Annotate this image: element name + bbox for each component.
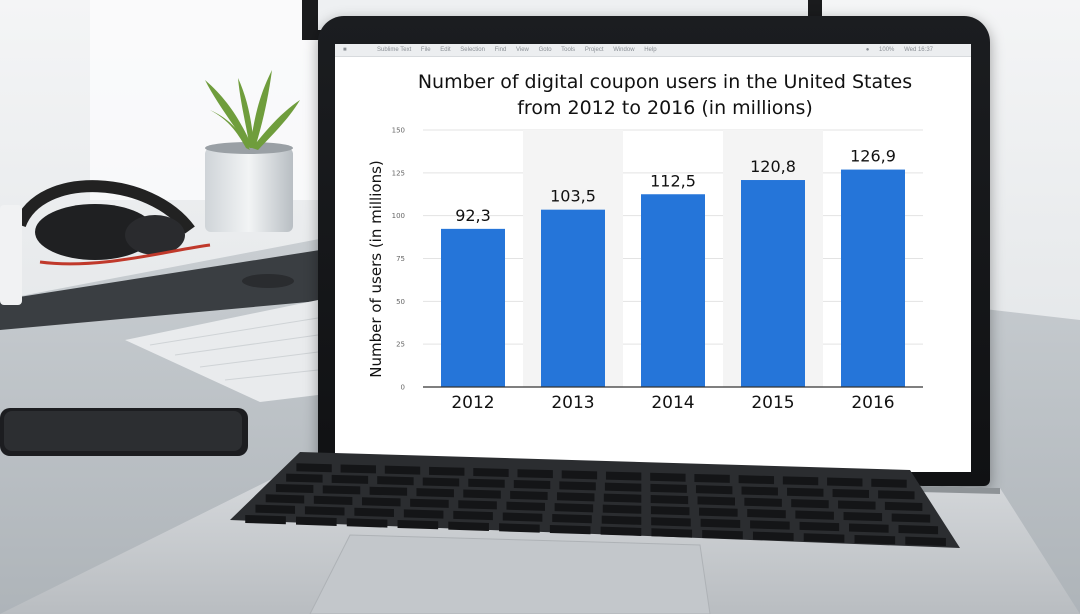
label-layer: 92,3 2012 103,5 2013 112,5 2014 120,8 2015 126,9… [451,147,896,413]
data-label-2014: 112,5 [650,171,696,190]
bar-2016[interactable] [841,169,905,387]
bar-layer [441,169,905,387]
menu-bar-items: Sublime Text File Edit Selection Find Vi… [377,44,665,56]
bar-2012[interactable] [441,228,505,387]
apple-icon[interactable]: ■ [343,47,347,53]
data-label-2016: 126,9 [850,147,896,166]
menu-item[interactable]: Goto [538,47,552,53]
chart-title-line-2: from 2012 to 2016 (in millions) [517,97,813,119]
y-tick-label: 25 [396,341,405,349]
x-tick-label-2014: 2014 [651,393,694,413]
data-label-2015: 120,8 [750,157,796,176]
menu-item[interactable]: Window [613,47,635,53]
y-tick-label: 150 [392,127,405,135]
laptop-screen: ■ Sublime Text File Edit Selection Find … [335,44,971,472]
bar-chart: Number of digital coupon users in the Un… [367,71,923,413]
menu-item[interactable]: Help [644,47,657,53]
y-axis-label: Number of users (in millions) [367,160,385,377]
menu-item[interactable]: Tools [561,47,576,53]
bar-2013[interactable] [541,209,605,387]
x-tick-label-2013: 2013 [551,393,594,413]
y-tick-label: 50 [396,298,405,306]
data-label-2013: 103,5 [550,187,596,206]
chart-title-line-1: Number of digital coupon users in the Un… [418,71,912,93]
y-tick-label: 75 [396,255,405,263]
battery-status[interactable]: 100% [879,47,895,53]
bar-2015[interactable] [741,180,805,387]
y-tick-label: 0 [401,384,405,392]
menu-item[interactable]: Edit [440,47,451,53]
clock[interactable]: Wed 16:37 [904,47,933,53]
menu-item[interactable]: Find [494,47,507,53]
menu-item[interactable]: Selection [460,47,485,53]
menu-item[interactable]: Project [584,47,604,53]
x-tick-label-2016: 2016 [851,393,894,413]
data-label-2012: 92,3 [455,206,491,225]
y-tick-label: 125 [392,169,405,177]
menu-bar: ■ Sublime Text File Edit Selection Find … [335,44,971,57]
x-tick-label-2012: 2012 [451,393,494,413]
y-tick-label: 100 [392,212,405,220]
menu-item[interactable]: View [515,47,529,53]
bar-2014[interactable] [641,194,705,387]
menu-bar-status: ● 100% Wed 16:37 [866,44,941,56]
menu-item[interactable]: File [420,47,431,53]
wifi-icon[interactable]: ● [865,47,870,53]
x-tick-label-2015: 2015 [751,393,794,413]
y-tick-layer: 0 25 50 75 100 125 150 [392,127,405,392]
menu-app-name[interactable]: Sublime Text [377,47,412,53]
